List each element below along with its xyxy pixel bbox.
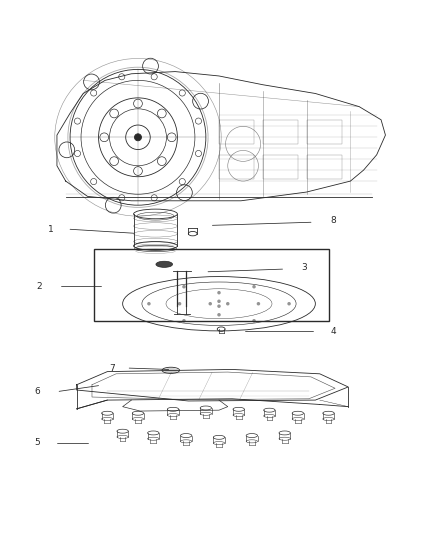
Circle shape <box>257 302 260 305</box>
Circle shape <box>217 313 221 317</box>
Bar <box>263 155 298 179</box>
Circle shape <box>226 302 230 305</box>
Bar <box>263 120 298 144</box>
Ellipse shape <box>156 261 173 268</box>
Circle shape <box>182 285 186 288</box>
Circle shape <box>217 300 221 303</box>
Circle shape <box>134 134 141 141</box>
Bar <box>307 155 342 179</box>
Ellipse shape <box>163 368 179 373</box>
Circle shape <box>147 302 151 305</box>
Text: 8: 8 <box>330 216 336 225</box>
Circle shape <box>208 302 212 305</box>
Circle shape <box>252 285 256 288</box>
Bar <box>307 120 342 144</box>
Circle shape <box>252 319 256 322</box>
Circle shape <box>217 304 221 308</box>
Text: 1: 1 <box>47 225 53 234</box>
Text: 2: 2 <box>37 282 42 290</box>
Bar <box>94 249 328 321</box>
Text: 6: 6 <box>34 387 40 396</box>
Circle shape <box>287 302 291 305</box>
Text: 7: 7 <box>109 364 115 373</box>
Text: 5: 5 <box>34 438 40 447</box>
Bar <box>219 120 254 144</box>
Circle shape <box>178 302 181 305</box>
Circle shape <box>217 291 221 294</box>
Bar <box>219 155 254 179</box>
Circle shape <box>182 319 186 322</box>
Text: 3: 3 <box>301 263 307 272</box>
Text: 4: 4 <box>330 327 336 336</box>
